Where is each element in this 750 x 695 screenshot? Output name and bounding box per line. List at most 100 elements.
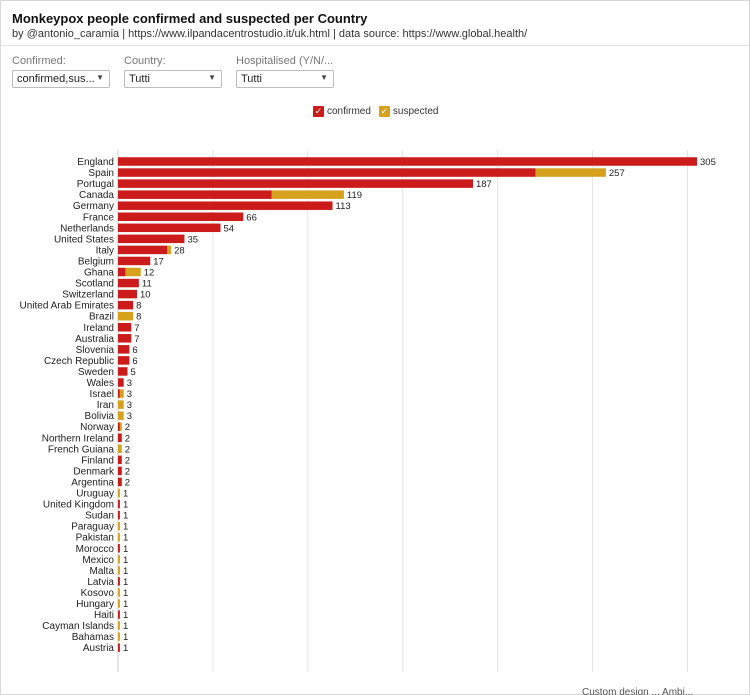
bar-confirmed (118, 643, 120, 652)
category-label: Scotland (75, 279, 114, 290)
bar-suspected (535, 168, 606, 177)
bar-confirmed (118, 212, 244, 221)
data-label: 2 (125, 477, 130, 488)
category-label: Ghana (84, 268, 114, 279)
filter-country: Country: Tutti ▼ (124, 55, 222, 88)
bar-suspected (118, 621, 120, 630)
category-label: Czech Republic (44, 356, 114, 367)
checkbox-icon: ✓ (378, 106, 390, 117)
header-divider (0, 45, 750, 46)
data-label: 1 (123, 544, 128, 555)
bar-confirmed (118, 577, 120, 586)
category-label: Denmark (73, 466, 115, 477)
data-label: 1 (123, 511, 128, 522)
filter-confirmed-value: confirmed,sus... (17, 73, 95, 85)
bar-confirmed (118, 323, 132, 332)
data-label: 1 (123, 610, 128, 621)
category-label: Hungary (76, 599, 114, 610)
data-label: 2 (125, 422, 130, 433)
category-label: Israel (90, 389, 114, 400)
data-label: 1 (123, 489, 128, 500)
category-label: Belgium (78, 256, 114, 267)
filter-hospitalised-value: Tutti (241, 73, 262, 85)
bar-confirmed (118, 168, 536, 177)
bar-confirmed (118, 610, 120, 619)
bar-suspected (118, 488, 120, 498)
filter-hospitalised: Hospitalised (Y/N/... Tutti ▼ (236, 55, 334, 88)
bar-suspected (167, 245, 172, 255)
bar-confirmed (118, 477, 122, 487)
data-label: 6 (132, 345, 137, 356)
category-label: Uruguay (76, 489, 114, 500)
bar-suspected (125, 267, 141, 277)
chart-legend: ✓ confirmed ✓ suspected (313, 106, 447, 117)
data-label: 1 (123, 500, 128, 511)
data-label: 35 (187, 234, 198, 245)
data-label: 2 (125, 466, 130, 477)
bar-confirmed (118, 466, 122, 476)
data-label: 3 (127, 400, 132, 411)
data-label: 1 (123, 632, 128, 643)
legend-item-confirmed[interactable]: ✓ confirmed (313, 106, 371, 117)
data-label: 1 (123, 555, 128, 566)
category-label: Argentina (71, 477, 114, 488)
data-label: 113 (336, 201, 351, 212)
data-label: 11 (142, 279, 152, 290)
bar-suspected (271, 190, 344, 199)
category-label: Finland (81, 455, 114, 466)
chart-title: Monkeypox people confirmed and suspected… (12, 11, 368, 26)
bar-confirmed (118, 422, 120, 431)
bar-confirmed (118, 245, 168, 255)
legend-item-suspected[interactable]: ✓ suspected (378, 106, 439, 117)
legend-label-confirmed: confirmed (327, 106, 371, 117)
data-label: 187 (476, 179, 492, 190)
legend-label-suspected: suspected (392, 106, 439, 117)
category-label: Brazil (89, 312, 114, 323)
data-label: 3 (127, 389, 132, 400)
bar-confirmed (118, 267, 126, 277)
category-label: Morocco (76, 544, 115, 555)
category-label: Norway (80, 422, 114, 433)
bar-suspected (118, 311, 134, 321)
filter-confirmed: Confirmed: confirmed,sus... ▼ (12, 55, 110, 88)
chevron-down-icon: ▼ (208, 73, 216, 82)
bar-confirmed (118, 289, 137, 299)
category-label: Paraguay (71, 522, 114, 533)
filter-hospitalised-label: Hospitalised (Y/N/... (236, 55, 334, 67)
category-label: Malta (90, 566, 115, 577)
data-label: 1 (123, 643, 128, 654)
data-label: 1 (123, 522, 128, 533)
data-label: 8 (136, 301, 141, 312)
category-label: Cayman Islands (42, 621, 114, 632)
filter-confirmed-label: Confirmed: (12, 55, 66, 67)
category-label: Canada (79, 190, 114, 201)
category-label: Sweden (78, 367, 114, 378)
bar-suspected (118, 532, 120, 542)
data-label: 7 (134, 334, 139, 345)
filter-confirmed-select[interactable]: confirmed,sus... ▼ (12, 70, 110, 88)
category-label: Mexico (82, 555, 114, 566)
bar-confirmed (118, 510, 120, 520)
category-label: Bolivia (85, 411, 115, 422)
category-label: Slovenia (76, 345, 115, 356)
category-label: Austria (83, 643, 115, 654)
data-label: 1 (123, 599, 128, 610)
data-label: 1 (123, 577, 128, 588)
data-label: 10 (140, 290, 151, 301)
category-label: United States (54, 234, 114, 245)
category-label: England (77, 157, 114, 168)
category-label: Latvia (87, 577, 114, 588)
bar-suspected (118, 555, 120, 564)
bar-confirmed (118, 367, 128, 376)
data-label: 7 (134, 323, 139, 334)
data-label: 1 (123, 533, 128, 544)
filter-hospitalised-select[interactable]: Tutti ▼ (236, 70, 334, 88)
bar-suspected (118, 444, 122, 454)
filter-country-select[interactable]: Tutti ▼ (124, 70, 222, 88)
category-label: France (83, 212, 115, 223)
category-label: Ireland (83, 323, 114, 334)
bar-suspected (118, 599, 120, 608)
data-label: 257 (609, 168, 625, 179)
bar-confirmed (118, 256, 151, 266)
